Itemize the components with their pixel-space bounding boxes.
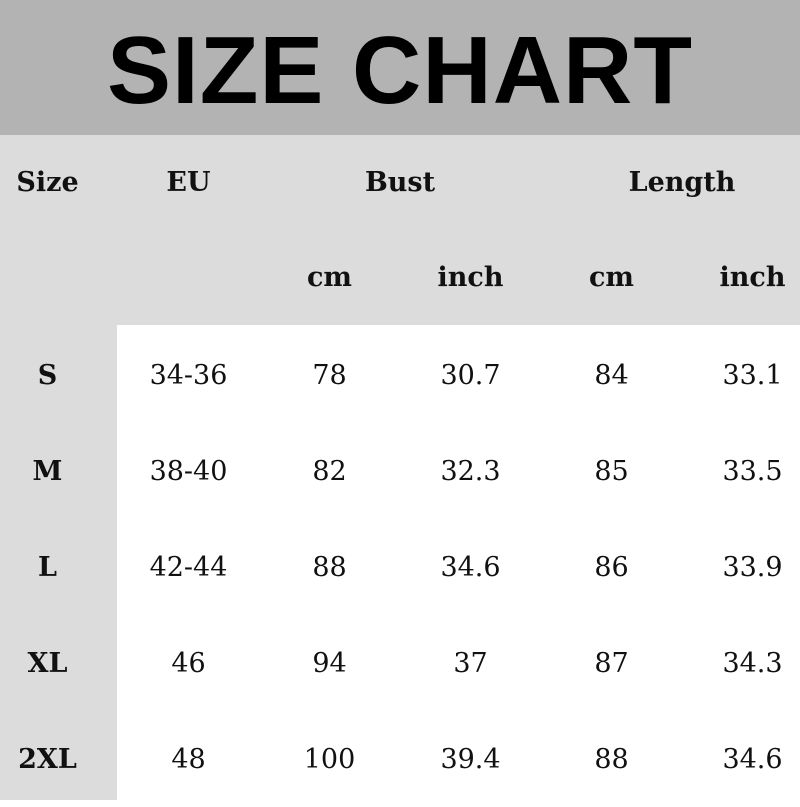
cell-bust-inch: 34.6 — [440, 551, 501, 583]
page-title: SIZE CHART — [107, 16, 693, 124]
header-eu: EU — [166, 167, 211, 198]
cell-length-cm: 84 — [594, 359, 629, 391]
cell-size: L — [38, 551, 57, 583]
table-header-band — [0, 135, 800, 325]
cell-size: 2XL — [18, 743, 77, 775]
cell-length-cm: 85 — [594, 455, 629, 487]
header-bust-inch: inch — [437, 262, 504, 293]
cell-bust-cm: 88 — [312, 551, 347, 583]
cell-length-cm: 86 — [594, 551, 629, 583]
header-length-cm: cm — [588, 262, 634, 293]
cell-bust-cm: 78 — [312, 359, 347, 391]
header-length: Length — [628, 167, 736, 198]
size-column-band — [0, 325, 117, 800]
cell-eu: 38-40 — [149, 455, 228, 487]
cell-eu: 34-36 — [149, 359, 228, 391]
cell-length-inch: 33.5 — [722, 455, 783, 487]
cell-bust-cm: 94 — [312, 647, 347, 679]
cell-size: S — [37, 359, 58, 391]
cell-bust-inch: 32.3 — [440, 455, 501, 487]
cell-eu: 48 — [171, 743, 206, 775]
header-size: Size — [16, 167, 79, 198]
cell-bust-cm: 100 — [303, 743, 356, 775]
cell-length-inch: 33.9 — [722, 551, 783, 583]
cell-size: XL — [27, 647, 68, 679]
cell-bust-cm: 82 — [312, 455, 347, 487]
cell-length-cm: 88 — [594, 743, 629, 775]
cell-length-cm: 87 — [594, 647, 629, 679]
cell-length-inch: 33.1 — [722, 359, 783, 391]
cell-length-inch: 34.3 — [722, 647, 783, 679]
header-bust: Bust — [364, 167, 436, 198]
cell-bust-inch: 37 — [453, 647, 488, 679]
title-band: SIZE CHART — [0, 0, 800, 135]
header-bust-cm: cm — [306, 262, 352, 293]
cell-bust-inch: 30.7 — [440, 359, 501, 391]
cell-eu: 42-44 — [149, 551, 228, 583]
cell-eu: 46 — [171, 647, 206, 679]
cell-bust-inch: 39.4 — [440, 743, 501, 775]
cell-size: M — [32, 455, 63, 487]
cell-length-inch: 34.6 — [722, 743, 783, 775]
header-length-inch: inch — [719, 262, 786, 293]
